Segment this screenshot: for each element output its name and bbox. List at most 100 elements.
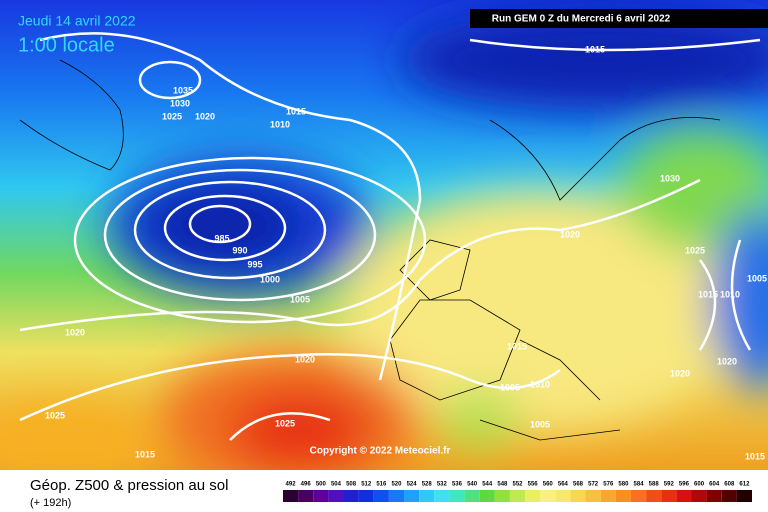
- colorbar-swatch: [615, 490, 631, 502]
- colorbar-swatch: [661, 490, 677, 502]
- colorbar-label: 528: [422, 482, 433, 488]
- isobar-label: 1020: [670, 368, 690, 378]
- colorbar-label: 548: [497, 482, 508, 488]
- colorbar-label: 592: [664, 482, 675, 488]
- colorbar-swatch: [494, 490, 510, 502]
- lead-time: (+ 192h): [30, 497, 71, 509]
- isobar-label: 1035: [173, 85, 193, 95]
- run-info: Run GEM 0 Z du Mercredi 6 avril 2022: [492, 14, 671, 25]
- isobar-label: 1030: [170, 98, 190, 108]
- colorbar-swatch: [525, 490, 541, 502]
- isobar-label: 1005: [500, 382, 520, 392]
- colorbar-swatch: [721, 490, 737, 502]
- colorbar-label: 600: [694, 482, 705, 488]
- colorbar-label: 572: [588, 482, 599, 488]
- isobar-label: 1020: [717, 356, 737, 366]
- colorbar-swatch: [358, 490, 374, 502]
- isobar-label: 1005: [290, 294, 310, 304]
- isobar-label: 1005: [530, 419, 550, 429]
- copyright: Copyright © 2022 Meteociel.fr: [310, 446, 451, 457]
- colorbar-swatch: [343, 490, 359, 502]
- colorbar-swatch: [555, 490, 571, 502]
- isobar-label: 1015: [745, 451, 765, 461]
- isobar-label: 1015: [585, 44, 605, 54]
- colorbar-label: 612: [739, 482, 750, 488]
- isobar-label: 1025: [45, 410, 65, 420]
- isobar-label: 1005: [747, 273, 767, 283]
- colorbar-label: 608: [724, 482, 735, 488]
- colorbar-swatch: [540, 490, 556, 502]
- colorbar-label: 520: [391, 482, 402, 488]
- colorbar-label: 596: [679, 482, 690, 488]
- colorbar-label: 560: [543, 482, 554, 488]
- valid-date: Jeudi 14 avril 2022: [18, 13, 136, 29]
- isobar-label: 1025: [162, 111, 182, 121]
- colorbar-label: 516: [376, 482, 387, 488]
- run-banner: [470, 9, 768, 28]
- colorbar-label: 536: [452, 482, 463, 488]
- colorbar-swatch: [313, 490, 329, 502]
- isobar-label: 1020: [560, 229, 580, 239]
- isobar-label: 1015: [507, 341, 527, 351]
- isobar-label: 1025: [685, 245, 705, 255]
- colorbar-label: 504: [331, 482, 342, 488]
- isobar-label: 1010: [720, 289, 740, 299]
- colorbar-label: 568: [573, 482, 584, 488]
- colorbar-swatch: [449, 490, 465, 502]
- colorbar-label: 584: [634, 482, 645, 488]
- colorbar-swatch: [646, 490, 662, 502]
- field: [0, 0, 768, 470]
- isobar-label: 1020: [65, 327, 85, 337]
- colorbar-swatch: [388, 490, 405, 502]
- colorbar-label: 552: [512, 482, 523, 488]
- isobar-label: 1010: [530, 379, 550, 389]
- colorbar-label: 580: [618, 482, 629, 488]
- colorbar-label: 604: [709, 482, 720, 488]
- colorbar-label: 588: [649, 482, 660, 488]
- colorbar-label: 524: [407, 482, 418, 488]
- colorbar-swatch: [630, 490, 647, 502]
- colorbar-swatch: [434, 490, 450, 502]
- colorbar-label: 544: [482, 482, 493, 488]
- colorbar-label: 532: [437, 482, 448, 488]
- colorbar-label: 496: [301, 482, 312, 488]
- isobar-label: 1015: [698, 289, 718, 299]
- colorbar-label: 500: [316, 482, 327, 488]
- colorbar-swatch: [283, 490, 299, 502]
- colorbar-swatch: [736, 490, 752, 502]
- colorbar-swatch: [464, 490, 480, 502]
- footer-title: Géop. Z500 & pression au sol: [30, 477, 228, 494]
- colorbar-swatch: [706, 490, 722, 502]
- colorbar-label: 564: [558, 482, 569, 488]
- isobar-label: 1030: [660, 173, 680, 183]
- colorbar-swatch: [298, 490, 314, 502]
- coastlines: [19, 59, 721, 441]
- isobar-label: 1025: [275, 418, 295, 428]
- isobars: [19, 32, 761, 441]
- colorbar-swatch: [419, 490, 435, 502]
- isobar-label: 995: [247, 259, 262, 269]
- colorbar-swatch: [373, 490, 389, 502]
- colorbar-swatch: [404, 490, 420, 502]
- colorbar-swatch: [600, 490, 616, 502]
- colorbar-label: 512: [361, 482, 372, 488]
- colorbar-swatch: [570, 490, 586, 502]
- colorbar-swatch: [676, 490, 692, 502]
- isobar-label: 985: [214, 233, 229, 243]
- colorbar-label: 556: [528, 482, 539, 488]
- colorbar-swatch: [479, 490, 495, 502]
- isobar-label: 990: [232, 245, 247, 255]
- isobar-label: 1000: [260, 274, 280, 284]
- colorbar-label: 508: [346, 482, 357, 488]
- colorbar-swatch: [691, 490, 707, 502]
- isobar-label: 1015: [286, 106, 306, 116]
- colorbar-swatch: [328, 490, 344, 502]
- isobar-label: 1020: [195, 111, 215, 121]
- colorbar-label: 540: [467, 482, 478, 488]
- isobar-label: 1015: [135, 449, 155, 459]
- colorbar-swatch: [585, 490, 601, 502]
- colorbar-label: 492: [286, 482, 297, 488]
- isobar-label: 1020: [295, 354, 315, 364]
